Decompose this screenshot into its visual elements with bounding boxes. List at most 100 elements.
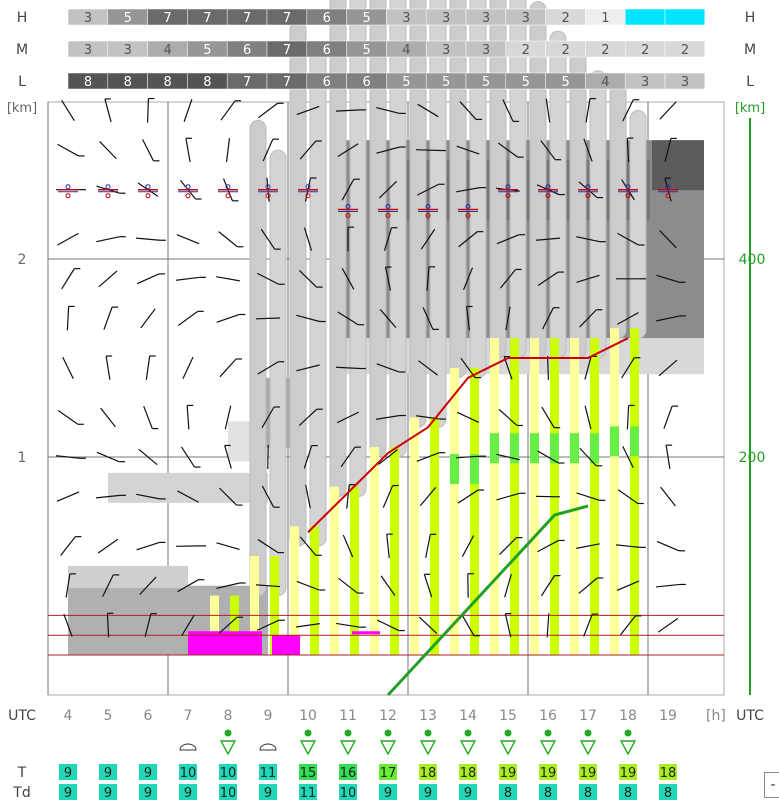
dewpoint-value: 8 [584, 786, 592, 801]
dewpoint-cell [339, 784, 357, 800]
wind-barb [341, 178, 355, 201]
cover-value-l: 8 [124, 75, 132, 90]
dewpoint-value: 8 [544, 786, 552, 801]
wind-barb [425, 534, 431, 558]
fog-band [272, 635, 300, 655]
wind-barb [617, 312, 639, 325]
freezing-level-marker [385, 213, 391, 218]
cover-value-h: 3 [84, 11, 92, 26]
wind-barb [299, 140, 317, 160]
wind-barb [105, 355, 111, 380]
cover-cell-l [664, 72, 706, 90]
freezing-level-marker [465, 204, 471, 209]
wind-barb [186, 405, 190, 430]
wind-barb [177, 579, 199, 593]
dewpoint-cell [379, 784, 397, 800]
wind-barb [656, 583, 680, 588]
wind-barb [106, 613, 110, 638]
precip-bar [570, 338, 579, 655]
right-axis-tick: 400 [739, 252, 766, 268]
wind-barb [99, 141, 117, 160]
weather-symbol-cloud [179, 743, 197, 751]
weather-symbol-rain [304, 729, 312, 737]
x-axis-tick: 16 [539, 708, 557, 724]
cover-value-h: 1 [601, 11, 609, 26]
cumulus-tower [269, 149, 287, 597]
temperature-value: 18 [660, 766, 677, 781]
wind-barb [262, 138, 274, 162]
wind-barb [576, 543, 600, 549]
weather-symbol-shower [219, 740, 237, 756]
right-axis-unit: [km] [735, 101, 765, 116]
precip-bar-heavy [610, 426, 619, 457]
dewpoint-value: 9 [384, 786, 392, 801]
precip-bar-heavy [570, 433, 579, 464]
freezing-level-marker [385, 204, 391, 209]
freezing-level-marker [105, 184, 111, 190]
freezing-level-marker [305, 184, 311, 190]
wind-barb [541, 406, 555, 428]
wind-barb [219, 358, 237, 378]
weather-symbol-shower [579, 740, 597, 756]
temperature-value: 9 [144, 766, 152, 781]
temperature-value: 19 [620, 766, 637, 781]
wind-barb [96, 494, 120, 499]
dewpoint-cell [499, 784, 517, 800]
wind-barb [299, 536, 317, 556]
cover-value-l: 8 [203, 75, 211, 90]
freezing-level-marker [545, 193, 551, 199]
temperature-value: 16 [340, 766, 357, 781]
convection-line [386, 504, 589, 697]
cumulus-tower [369, 0, 387, 458]
weather-symbol-shower [539, 740, 557, 756]
dewpoint-value: 9 [464, 786, 472, 801]
wind-barb [176, 276, 200, 281]
precip-bar [250, 556, 259, 655]
temperature-value: 9 [104, 766, 112, 781]
dewpoint-value: 8 [664, 786, 672, 801]
temperature-cell [99, 764, 117, 780]
cover-value-l: 7 [283, 75, 291, 90]
cover-value-l: 5 [561, 75, 569, 90]
wind-barb [296, 105, 320, 116]
cover-value-h: 7 [243, 11, 251, 26]
temperature-value: 9 [64, 766, 72, 781]
precip-bar [490, 338, 499, 655]
low-cloud-block [108, 472, 268, 503]
cover-value-m: 2 [522, 43, 530, 58]
wind-barb [338, 577, 358, 594]
x-axis-tick: 9 [264, 708, 273, 724]
wind-barb [102, 574, 114, 597]
mid-cloud-mass [652, 140, 704, 191]
wind-barb [220, 100, 236, 121]
precip-bar [630, 328, 639, 655]
weather-symbol-shower [619, 740, 637, 756]
x-axis-tick: 15 [499, 708, 517, 724]
wind-barb [426, 266, 430, 291]
wind-barb [542, 307, 554, 330]
wind-barb [255, 584, 281, 588]
wind-barb [576, 492, 600, 501]
cover-value-h: 5 [362, 11, 370, 26]
dewpoint-cell [419, 784, 437, 800]
precip-bar-heavy [490, 433, 499, 464]
dewpoint-cell [179, 784, 197, 800]
wind-barb [496, 492, 520, 501]
dewpoint-cell [579, 784, 597, 800]
wind-barb [583, 613, 593, 637]
weather-symbol-shower [419, 740, 437, 756]
row-label-temperature: T [17, 765, 27, 781]
wind-barb [180, 446, 196, 468]
wind-barb [136, 273, 160, 285]
cover-value-m: 2 [641, 43, 649, 58]
temperature-cell [499, 764, 517, 780]
wind-barb [135, 237, 161, 241]
cover-value-m: 3 [482, 43, 490, 58]
weather-symbol-rain [624, 729, 632, 737]
collapse-button[interactable]: - [764, 772, 779, 798]
temperature-cell [619, 764, 637, 780]
weather-symbol-cloud [259, 743, 277, 751]
precip-bar-heavy [590, 433, 599, 464]
cover-value-h: 6 [323, 11, 331, 26]
wind-barb [138, 448, 158, 466]
